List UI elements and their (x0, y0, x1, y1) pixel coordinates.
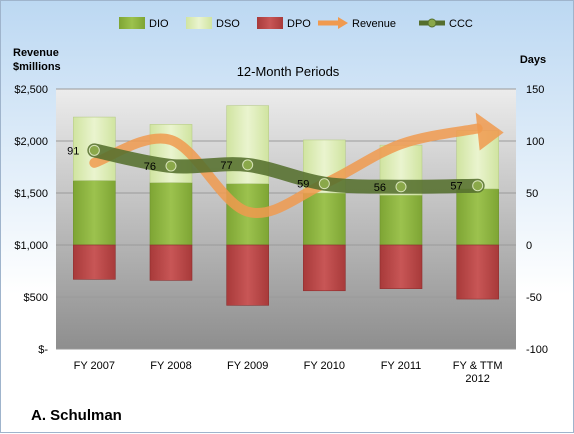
revenue-line (89, 123, 483, 219)
ccc-data-label: 59 (297, 179, 309, 191)
y-left-axis-title-line2: $millions (13, 61, 61, 73)
ccc-marker (472, 180, 484, 192)
legend-swatch-dpo (257, 17, 283, 29)
y-left-tick-label: $500 (24, 292, 48, 304)
x-tick-label: FY 2009 (227, 360, 268, 372)
x-tick-label: FY & TTM (453, 360, 503, 372)
legend-label: DPO (287, 18, 311, 30)
y-right-tick-label: -100 (526, 344, 548, 356)
legend-label: DSO (216, 18, 240, 30)
y-right-tick-label: 0 (526, 240, 532, 252)
ccc-marker (165, 160, 177, 172)
y-right-axis-title: Days (520, 54, 546, 66)
ccc-marker (242, 159, 254, 171)
ccc-data-label: 77 (220, 160, 232, 172)
legend-swatch-revenue-arrow (338, 17, 348, 29)
y-left-tick-label: $2,000 (14, 136, 48, 148)
x-tick-label: FY 2007 (74, 360, 115, 372)
y-right-tick-label: 150 (526, 84, 544, 96)
ccc-data-label: 76 (144, 161, 156, 173)
chart-title: 12-Month Periods (237, 64, 340, 79)
ccc-line (87, 143, 485, 194)
x-tick-label: FY 2008 (150, 360, 191, 372)
legend-label: DIO (149, 18, 169, 30)
bar-dio (73, 180, 116, 246)
bar-dpo (149, 244, 193, 281)
x-tick-label: FY 2011 (381, 360, 422, 372)
bar-dpo (379, 244, 423, 289)
x-tick-label: 2012 (465, 373, 489, 385)
company-name: A. Schulman (31, 407, 122, 424)
x-tick-label: FY 2010 (304, 360, 345, 372)
legend-label: CCC (449, 18, 473, 30)
legend-swatch-dio (119, 17, 145, 29)
y-right-tick-label: 50 (526, 188, 538, 200)
y-left-tick-label: $- (38, 344, 48, 356)
y-left-tick-label: $2,500 (14, 84, 48, 96)
legend-label: Revenue (352, 18, 396, 30)
bar-dpo (303, 244, 346, 292)
bar-dio (303, 192, 346, 246)
bar-dio (456, 188, 499, 246)
legend-swatch-ccc-marker (427, 18, 437, 28)
bar-dpo (226, 244, 269, 306)
revenue-arrowhead (475, 112, 504, 151)
ccc-marker (318, 178, 330, 190)
bar-dio (149, 182, 193, 246)
ccc-data-label: 57 (450, 181, 462, 193)
y-left-tick-label: $1,000 (14, 240, 48, 252)
bar-dpo (456, 244, 499, 300)
y-left-tick-label: $1,500 (14, 188, 48, 200)
ccc-data-label: 56 (374, 182, 386, 194)
bar-dio (379, 194, 423, 246)
y-left-axis-title-line1: Revenue (13, 47, 59, 59)
y-right-tick-label: 100 (526, 136, 544, 148)
ccc-data-label: 91 (67, 145, 79, 157)
y-right-tick-label: -50 (526, 292, 542, 304)
bar-dpo (73, 244, 116, 280)
legend-swatch-dso (186, 17, 212, 29)
ccc-marker (395, 181, 407, 193)
plot-area (56, 89, 516, 349)
ccc-marker (88, 144, 100, 156)
